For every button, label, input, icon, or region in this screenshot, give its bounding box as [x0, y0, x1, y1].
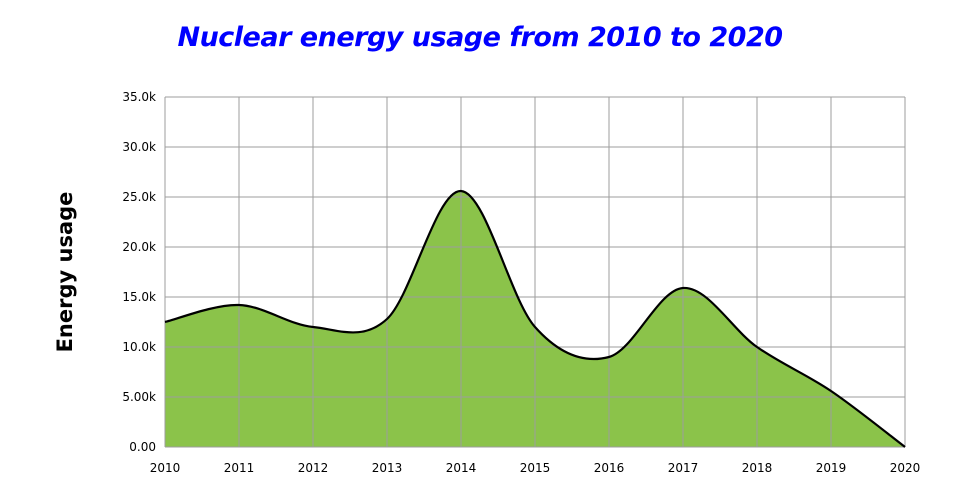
x-tick-label: 2014 [446, 461, 477, 475]
x-tick-label: 2010 [150, 461, 181, 475]
x-tick-label: 2020 [890, 461, 921, 475]
chart-title: Nuclear energy usage from 2010 to 2020 [177, 22, 783, 53]
y-tick-label: 5.00k [122, 390, 156, 404]
x-tick-label: 2016 [594, 461, 625, 475]
x-tick-label: 2018 [742, 461, 773, 475]
x-tick-label: 2019 [816, 461, 847, 475]
y-tick-label: 30.0k [122, 140, 156, 154]
y-tick-label: 10.0k [122, 340, 156, 354]
series-area-fill [165, 190, 905, 447]
y-tick-label: 35.0k [122, 90, 156, 104]
x-tick-label: 2011 [224, 461, 255, 475]
y-tick-label: 25.0k [122, 190, 156, 204]
x-tick-label: 2017 [668, 461, 699, 475]
x-tick-label: 2012 [298, 461, 329, 475]
y-tick-label: 0.00 [129, 440, 156, 454]
x-tick-label: 2015 [520, 461, 551, 475]
y-tick-label: 20.0k [122, 240, 156, 254]
y-tick-label: 15.0k [122, 290, 156, 304]
series-line [164, 189, 906, 448]
x-tick-label: 2013 [372, 461, 403, 475]
